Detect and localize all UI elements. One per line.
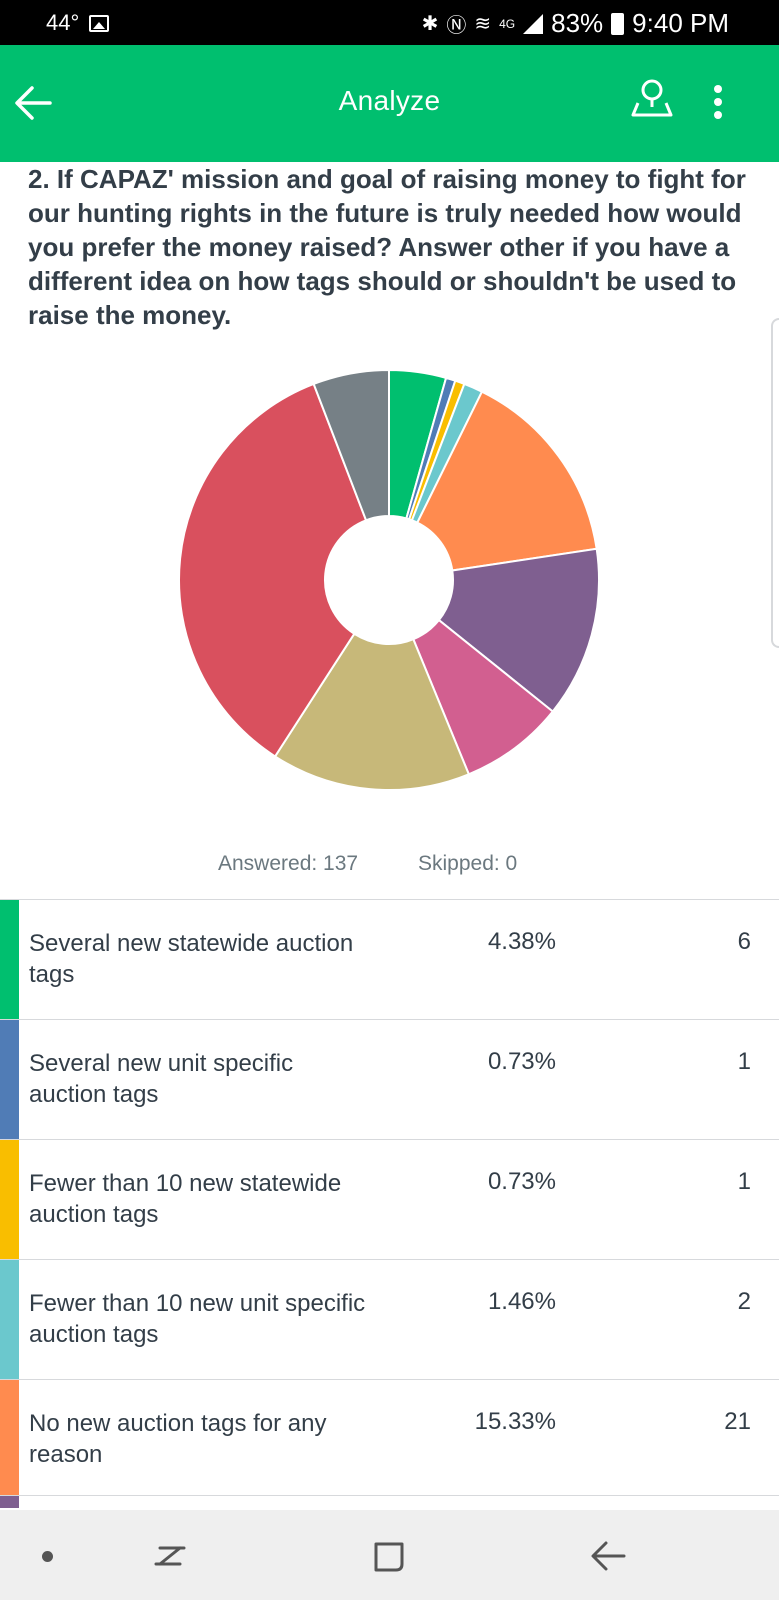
user-icon (631, 79, 673, 117)
color-swatch (0, 1260, 19, 1379)
table-row[interactable]: Several new statewide auction tags 4.38%… (0, 899, 779, 1019)
answer-count: 1 (737, 1048, 751, 1075)
back-button[interactable] (12, 81, 56, 125)
answer-percent: 4.38% (487, 928, 556, 955)
skipped-count: Skipped: 0 (418, 852, 518, 875)
recent-apps-button[interactable] (150, 1538, 190, 1574)
arrow-left-icon (15, 86, 52, 120)
temperature-text: 44° (46, 10, 80, 35)
nav-dot-icon (42, 1551, 53, 1562)
responses-table: Several new statewide auction tags 4.38%… (0, 899, 779, 1499)
answered-count: Answered: 137 (218, 852, 359, 875)
wifi-icon: ≋ (474, 13, 492, 35)
color-swatch (0, 1140, 19, 1259)
system-nav-bar (0, 1510, 779, 1600)
answer-label: Several new unit specific auction tags (29, 1050, 294, 1108)
back-arrow-icon (591, 1541, 626, 1571)
image-notification-icon (89, 14, 110, 32)
recent-apps-icon (154, 1546, 186, 1566)
battery-icon (611, 12, 625, 35)
color-swatch (0, 900, 19, 1019)
pie-slice[interactable] (178, 382, 368, 758)
app-bar: Analyze (0, 45, 779, 162)
scroll-handle[interactable] (771, 318, 779, 648)
answer-count: 21 (724, 1408, 751, 1435)
battery-percent: 83% (551, 8, 604, 38)
answer-count: 1 (737, 1168, 751, 1195)
more-vertical-icon (714, 85, 722, 119)
page-title: Analyze (338, 85, 441, 116)
table-row[interactable]: Several new unit specific auction tags 0… (0, 1019, 779, 1139)
network-type: 4G (499, 16, 516, 31)
answer-label: Fewer than 10 new unit specific auction … (29, 1290, 366, 1348)
table-row[interactable]: Fewer than 10 new unit specific auction … (0, 1259, 779, 1379)
bluetooth-icon: ✱ (421, 13, 439, 35)
answer-count: 6 (737, 928, 751, 955)
signal-icon (523, 13, 544, 34)
home-square-icon (374, 1542, 404, 1572)
share-user-button[interactable] (630, 75, 674, 125)
donut-chart-svg (178, 368, 600, 791)
table-row[interactable]: No new auction tags for any reason 15.33… (0, 1379, 779, 1499)
clock: 9:40 PM (632, 8, 729, 38)
table-row-partial[interactable] (0, 1495, 779, 1508)
answer-count: 2 (737, 1288, 751, 1315)
donut-chart (0, 360, 779, 810)
table-row[interactable]: Fewer than 10 new statewide auction tags… (0, 1139, 779, 1259)
color-swatch (0, 1020, 19, 1139)
answer-label: No new auction tags for any reason (29, 1410, 327, 1468)
answer-percent: 1.46% (487, 1288, 556, 1315)
pie-slice[interactable] (312, 368, 390, 522)
color-swatch (0, 1380, 19, 1499)
pie-slice[interactable] (415, 390, 598, 572)
pie-slice[interactable] (437, 547, 600, 713)
more-options-button[interactable] (706, 81, 730, 125)
status-bar: 44° ✱ Ⓝ ≋ 4G 83% 9:40 PM (0, 0, 779, 45)
system-back-button[interactable] (588, 1538, 628, 1574)
answer-percent: 0.73% (487, 1168, 556, 1195)
answer-percent: 15.33% (474, 1408, 556, 1435)
answer-percent: 0.73% (487, 1048, 556, 1075)
color-swatch (0, 1496, 19, 1508)
nfc-icon: Ⓝ (446, 15, 467, 37)
answer-label: Fewer than 10 new statewide auction tags (29, 1170, 342, 1228)
pie-slice[interactable] (273, 632, 471, 791)
answer-label: Several new statewide auction tags (29, 930, 354, 988)
question-text: 2. If CAPAZ' mission and goal of raising… (28, 164, 746, 330)
home-button[interactable] (372, 1540, 406, 1574)
